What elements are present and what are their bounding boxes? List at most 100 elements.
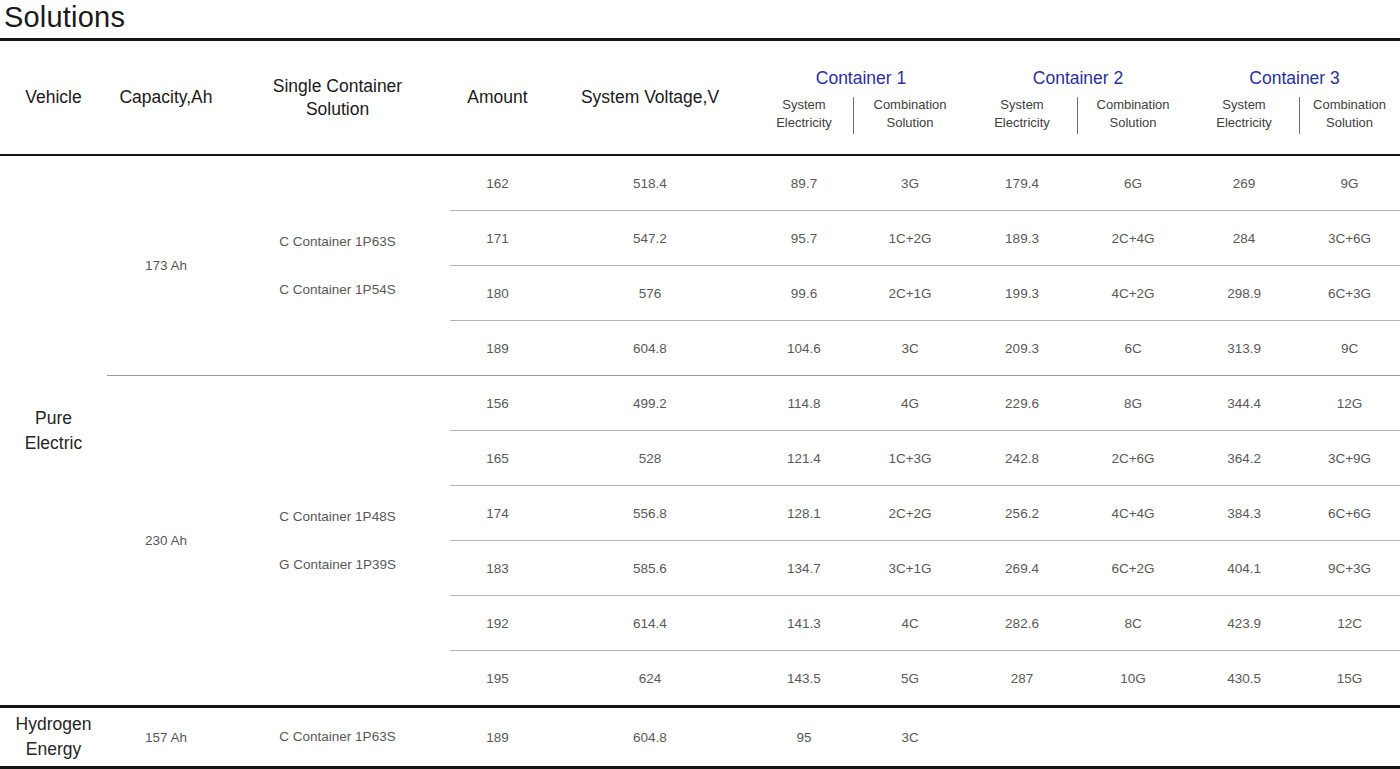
c1-electricity-cell: 121.4	[755, 431, 853, 486]
c1-combination-cell: 1C+3G	[853, 431, 967, 486]
amount-cell: 183	[450, 541, 545, 596]
c1-combination-cell: 1C+2G	[853, 211, 967, 266]
c1-combination-cell: 3C+1G	[853, 541, 967, 596]
c3-electricity-cell: 313.9	[1189, 321, 1299, 376]
c2-electricity-cell: 256.2	[967, 486, 1077, 541]
amount-cell: 180	[450, 266, 545, 321]
amount-cell: 162	[450, 155, 545, 211]
c1-electricity-cell: 99.6	[755, 266, 853, 321]
c2-combination-cell: 8G	[1077, 376, 1189, 431]
amount-cell: 192	[450, 596, 545, 651]
c3-combination-cell: 15G	[1299, 651, 1400, 707]
c3-electricity-cell: 404.1	[1189, 541, 1299, 596]
c3-combination-cell: 3C+6G	[1299, 211, 1400, 266]
header-system-voltage: System Voltage,V	[545, 41, 755, 155]
voltage-cell: 518.4	[545, 155, 755, 211]
capacity-cell: 157 Ah	[107, 707, 225, 769]
voltage-cell: 604.8	[545, 707, 755, 769]
c2-combination-cell: 2C+6G	[1077, 431, 1189, 486]
header-vehicle: Vehicle	[0, 41, 107, 155]
solution-cell: C Container 1P63S C Container 1P54S	[225, 155, 450, 376]
c2-combination-cell: 4C+2G	[1077, 266, 1189, 321]
c2-combination-cell	[1077, 707, 1189, 769]
voltage-cell: 547.2	[545, 211, 755, 266]
c1-combination-cell: 5G	[853, 651, 967, 707]
c2-combination-cell: 6C+2G	[1077, 541, 1189, 596]
subheader-c1-combination-solution: Combination Solution	[853, 93, 967, 155]
voltage-cell: 585.6	[545, 541, 755, 596]
c2-combination-cell: 4C+4G	[1077, 486, 1189, 541]
amount-cell: 165	[450, 431, 545, 486]
solution-cell: C Container 1P63S	[225, 707, 450, 769]
solution-line: C Container 1P63S	[225, 727, 450, 747]
vehicle-cell-hydrogen-energy: Hydrogen Energy	[0, 707, 107, 769]
solutions-page: Solutions Vehicle Capacity,Ah Single Con…	[0, 0, 1400, 769]
c1-electricity-cell: 95.7	[755, 211, 853, 266]
c3-electricity-cell: 344.4	[1189, 376, 1299, 431]
subheader-c3-combination-solution: Combination Solution	[1299, 93, 1400, 155]
c1-electricity-cell: 128.1	[755, 486, 853, 541]
vehicle-cell-pure-electric: Pure Electric	[0, 155, 107, 707]
c3-electricity-cell	[1189, 707, 1299, 769]
amount-cell: 189	[450, 321, 545, 376]
c2-electricity-cell: 282.6	[967, 596, 1077, 651]
c3-electricity-cell: 284	[1189, 211, 1299, 266]
amount-cell: 174	[450, 486, 545, 541]
c1-electricity-cell: 134.7	[755, 541, 853, 596]
c1-electricity-cell: 104.6	[755, 321, 853, 376]
subheader-c2-system-electricity: System Electricity	[967, 93, 1077, 155]
c1-combination-cell: 3G	[853, 155, 967, 211]
table-row: Hydrogen Energy 157 Ah C Container 1P63S…	[0, 707, 1400, 769]
c3-combination-cell	[1299, 707, 1400, 769]
header-container-1: Container 1	[755, 41, 967, 93]
header-container-2: Container 2	[967, 41, 1189, 93]
solution-line: G Container 1P39S	[225, 555, 450, 575]
capacity-cell: 230 Ah	[107, 376, 225, 707]
solution-cell: C Container 1P48S G Container 1P39S	[225, 376, 450, 707]
amount-cell: 156	[450, 376, 545, 431]
c1-combination-cell: 2C+1G	[853, 266, 967, 321]
table-row: 230 Ah C Container 1P48S G Container 1P3…	[0, 376, 1400, 431]
solution-line: C Container 1P54S	[225, 280, 450, 300]
c1-electricity-cell: 95	[755, 707, 853, 769]
c1-electricity-cell: 141.3	[755, 596, 853, 651]
voltage-cell: 614.4	[545, 596, 755, 651]
solution-line: C Container 1P48S	[225, 507, 450, 527]
amount-cell: 171	[450, 211, 545, 266]
table-header: Vehicle Capacity,Ah Single Container Sol…	[0, 41, 1400, 155]
voltage-cell: 528	[545, 431, 755, 486]
c3-electricity-cell: 269	[1189, 155, 1299, 211]
c3-combination-cell: 6C+3G	[1299, 266, 1400, 321]
c2-electricity-cell: 287	[967, 651, 1077, 707]
c3-combination-cell: 9C	[1299, 321, 1400, 376]
table-body: Pure Electric 173 Ah C Container 1P63S C…	[0, 155, 1400, 768]
c1-combination-cell: 3C	[853, 321, 967, 376]
c3-combination-cell: 9G	[1299, 155, 1400, 211]
subheader-c2-combination-solution: Combination Solution	[1077, 93, 1189, 155]
c2-electricity-cell: 189.3	[967, 211, 1077, 266]
c3-electricity-cell: 364.2	[1189, 431, 1299, 486]
page-title: Solutions	[4, 0, 125, 34]
solutions-table: Vehicle Capacity,Ah Single Container Sol…	[0, 41, 1400, 769]
voltage-cell: 556.8	[545, 486, 755, 541]
c2-combination-cell: 10G	[1077, 651, 1189, 707]
c2-combination-cell: 8C	[1077, 596, 1189, 651]
c3-electricity-cell: 423.9	[1189, 596, 1299, 651]
c2-electricity-cell	[967, 707, 1077, 769]
c2-combination-cell: 6G	[1077, 155, 1189, 211]
c1-electricity-cell: 114.8	[755, 376, 853, 431]
c1-combination-cell: 4C	[853, 596, 967, 651]
c1-combination-cell: 2C+2G	[853, 486, 967, 541]
c3-combination-cell: 3C+9G	[1299, 431, 1400, 486]
c2-electricity-cell: 242.8	[967, 431, 1077, 486]
c1-combination-cell: 4G	[853, 376, 967, 431]
table-row: Pure Electric 173 Ah C Container 1P63S C…	[0, 155, 1400, 211]
c2-combination-cell: 6C	[1077, 321, 1189, 376]
c3-combination-cell: 12C	[1299, 596, 1400, 651]
c3-electricity-cell: 298.9	[1189, 266, 1299, 321]
c2-electricity-cell: 209.3	[967, 321, 1077, 376]
voltage-cell: 576	[545, 266, 755, 321]
c2-electricity-cell: 269.4	[967, 541, 1077, 596]
subheader-c3-system-electricity: System Electricity	[1189, 93, 1299, 155]
c2-electricity-cell: 229.6	[967, 376, 1077, 431]
